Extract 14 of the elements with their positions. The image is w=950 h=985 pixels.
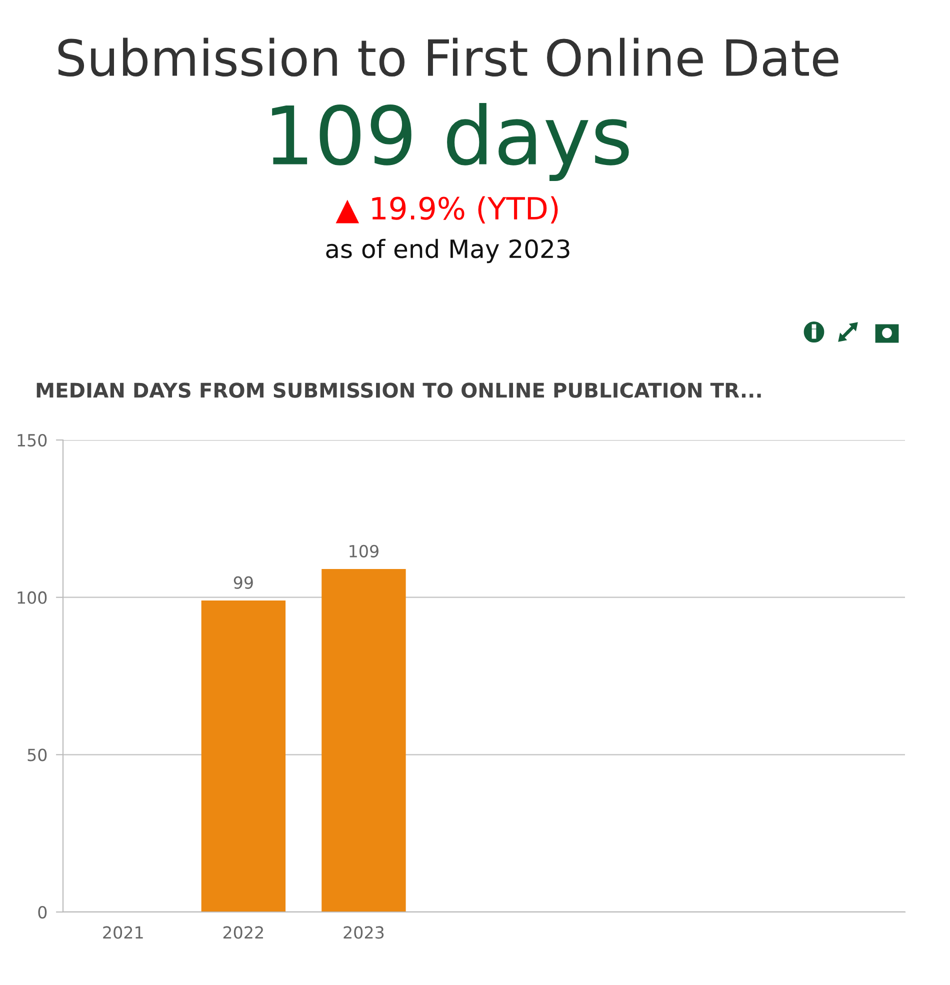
chart-title: Submission to First Online Date [58, 38, 838, 77]
y-tick-label: 100 [18, 591, 47, 604]
y-tick-label: 150 [18, 434, 47, 447]
chart-subtitle: MEDIAN DAYS FROM SUBMISSION TO ONLINE PUBLICATION TR... [36, 382, 761, 398]
x-tick-label: 2021 [103, 926, 143, 939]
data-label: 109 [350, 544, 378, 558]
text: ▲ 19.9% (YTD) [336, 196, 558, 224]
data-label: 99 [234, 576, 253, 589]
text: as of end May 2023 [326, 238, 570, 264]
text: 109 days [272, 103, 629, 181]
y-tick-label: 50 [28, 748, 47, 762]
x-tick-label: 2022 [223, 926, 263, 939]
x-tick-label: 2023 [344, 926, 384, 939]
y-tick-label: 0 [38, 906, 47, 919]
